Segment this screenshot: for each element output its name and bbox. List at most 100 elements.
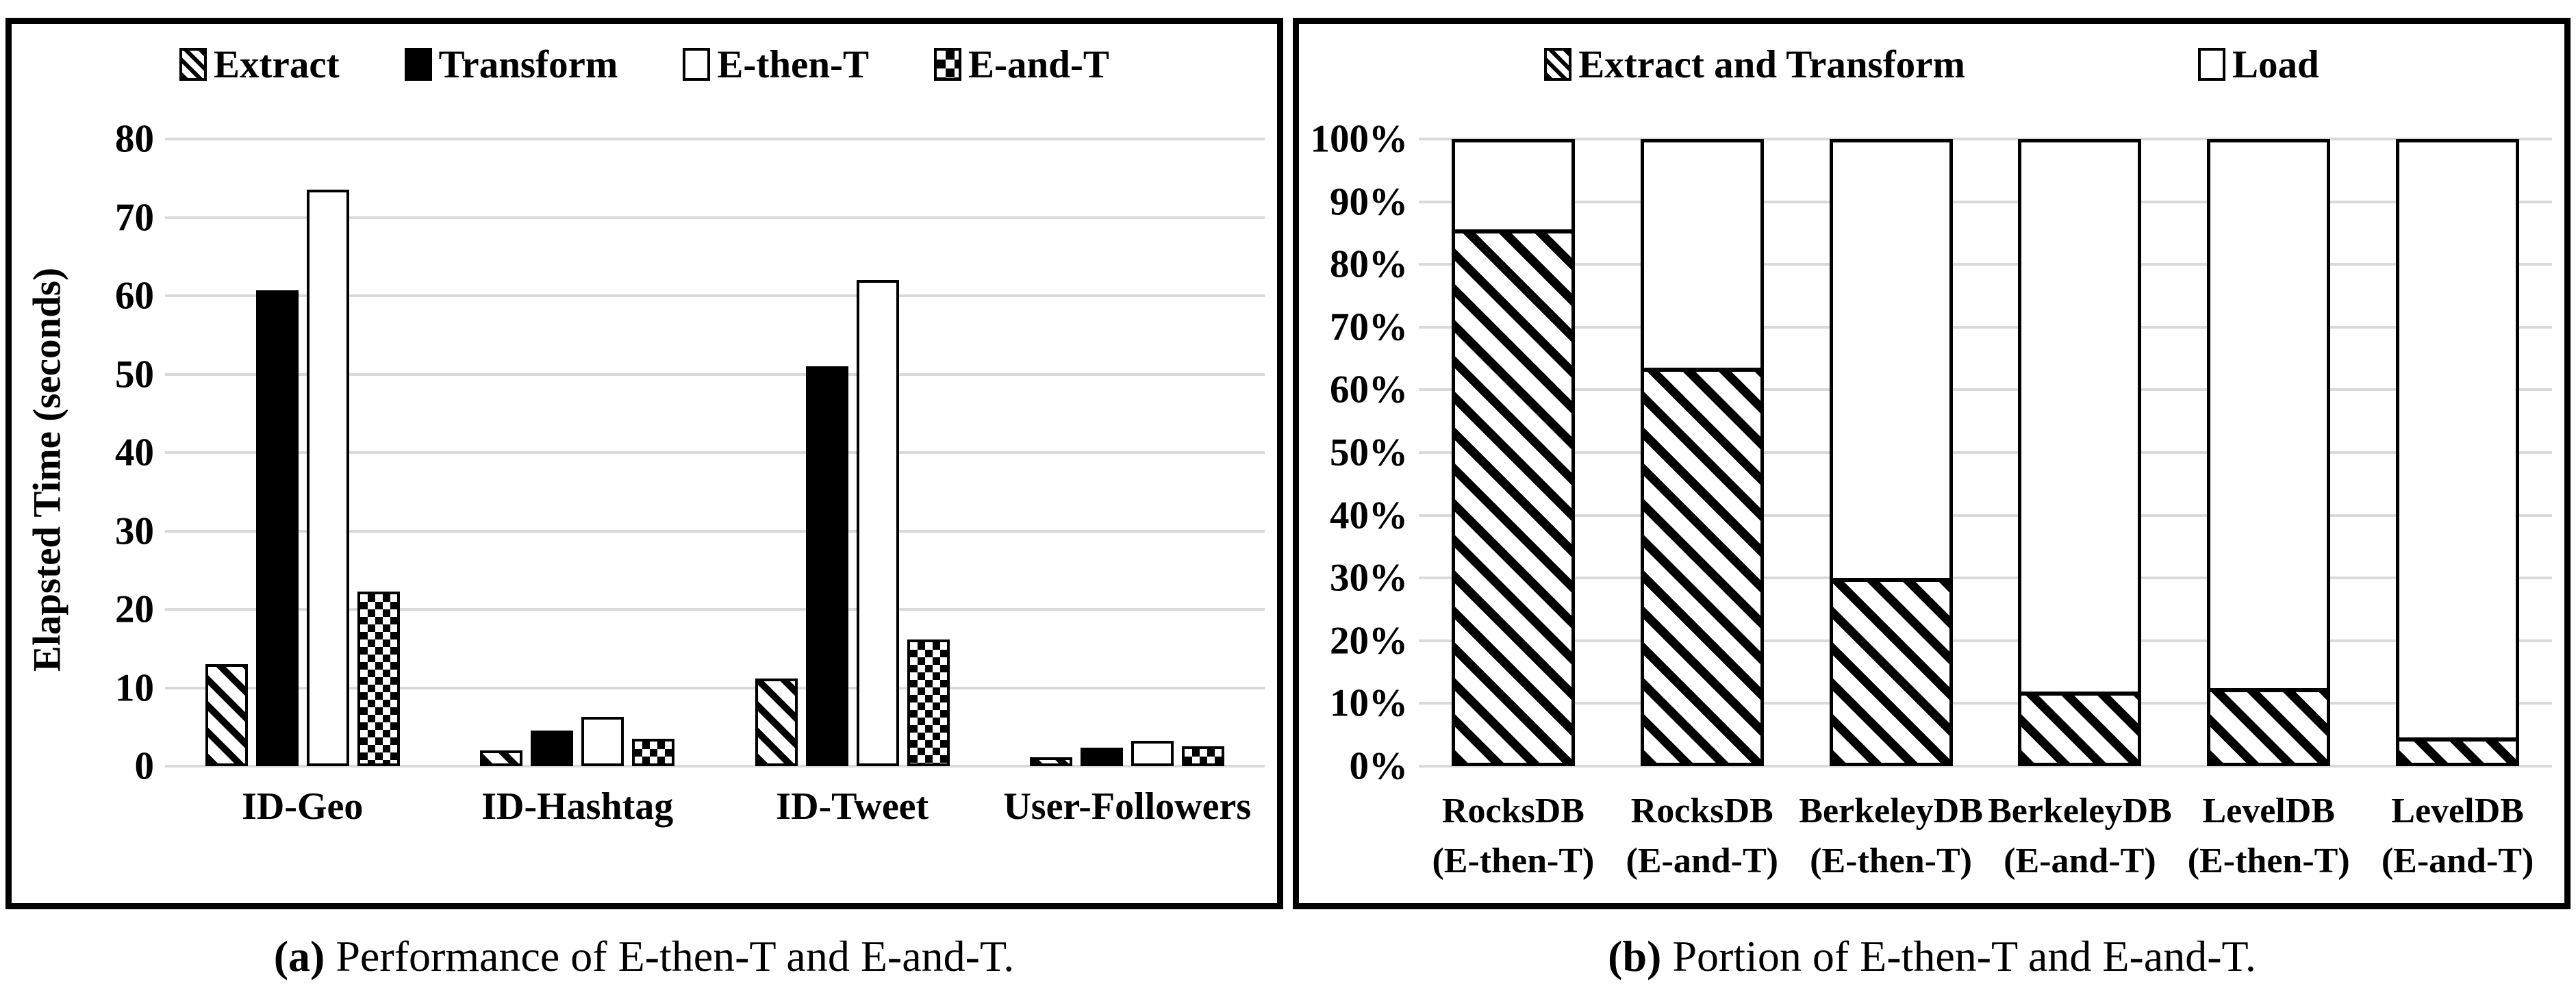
legend-item-transform: Transform — [404, 42, 618, 86]
x-axis-label-user-followers: User-Followers — [1003, 785, 1252, 828]
stacked-bar-leveldb-e-then-t — [2207, 139, 2331, 766]
x-axis-label-line1: RocksDB — [1441, 791, 1584, 831]
checker-legend-marker-icon — [934, 48, 962, 81]
y-tick-label-30: 30% — [1330, 556, 1408, 600]
x-axis-label-berkeleydb-e-and-t: BerkeleyDB (E-and-T) — [1985, 787, 2174, 887]
legend-label-e-and-t: E-and-T — [968, 42, 1109, 86]
x-axis-label-line2: (E-then-T) — [1810, 841, 1972, 880]
legend-label-extract: Extract — [214, 42, 340, 86]
y-tick-label-20: 20 — [115, 587, 154, 631]
legend-label-transform: Transform — [438, 42, 618, 86]
legend-item-e-then-t: E-then-T — [683, 45, 869, 84]
segment-extract-and-transform-berkeleydb-e-then-t — [1832, 578, 1949, 763]
bar-transform-id-geo — [255, 290, 299, 766]
x-axis-label-id-tweet: ID-Tweet — [776, 785, 929, 828]
segment-load-leveldb-e-then-t — [2210, 142, 2327, 695]
y-tick-label-100: 100% — [1310, 117, 1409, 161]
bar-extract-user-followers — [1030, 757, 1073, 766]
legend-label-load: Load — [2232, 42, 2319, 86]
gridline-100 — [1419, 138, 2552, 140]
stacked-bar-cell-berkeleydb-e-and-t — [1985, 118, 2174, 766]
gridline-90 — [1419, 200, 2552, 203]
chart-b-x-axis-labels: RocksDB (E-then-T) RocksDB (E-and-T) Berkele… — [1419, 787, 2552, 887]
x-axis-label-line2: (E-and-T) — [1626, 841, 1778, 880]
gridline-10 — [165, 686, 1265, 689]
chart-b-legend: Extract and Transform Load — [1299, 43, 2564, 86]
stacked-bar-cell-rocksdb-e-and-t — [1608, 118, 1797, 766]
x-axis-label-line2: (E-and-T) — [2381, 841, 2534, 880]
segment-load-rocksdb-e-and-t — [1643, 142, 1760, 375]
y-tick-label-0: 0% — [1349, 744, 1409, 788]
x-axis-label-line2: (E-and-T) — [2004, 841, 2156, 880]
x-axis-label-line1: RocksDB — [1630, 791, 1773, 831]
gridline-50 — [165, 372, 1265, 376]
bar-e-then-t-user-followers — [1131, 741, 1174, 766]
y-axis-label: Elapsted Time (seconds) — [25, 267, 69, 672]
stacked-bar-cell-berkeleydb-e-then-t — [1797, 118, 1986, 766]
legend-item-extract: Extract — [179, 45, 340, 84]
y-tick-label-40: 40% — [1330, 494, 1408, 537]
bar-extract-id-hashtag — [480, 750, 523, 766]
bar-transform-id-tweet — [805, 366, 848, 766]
bar-e-and-t-id-tweet — [907, 639, 950, 766]
segment-extract-and-transform-leveldb-e-and-t — [2399, 737, 2516, 763]
chart-b-bars — [1419, 118, 2552, 766]
caption-b-text: Portion of E-then-T and E-and-T. — [1672, 932, 2256, 980]
gridline-80 — [1419, 263, 2552, 266]
figure-captions: (a) Performance of E-then-T and E-and-T.… — [0, 932, 2576, 980]
bar-transform-user-followers — [1081, 748, 1124, 766]
y-tick-label-60: 60 — [115, 274, 154, 318]
chart-b-body: 0% 10% 20% 30% 40% 50% 60% 70% 80% 90% 100% RocksD… — [1299, 118, 2564, 887]
chart-a-plot-area — [165, 109, 1265, 768]
bar-extract-id-geo — [205, 664, 248, 766]
white-legend-marker-icon — [2197, 48, 2225, 81]
segment-extract-and-transform-leveldb-e-then-t — [2210, 688, 2327, 763]
x-axis-label-id-geo: ID-Geo — [242, 785, 364, 828]
hatch-legend-marker-icon — [179, 48, 207, 81]
segment-extract-and-transform-rocksdb-e-and-t — [1643, 368, 1760, 763]
x-axis-label-id-hashtag: ID-Hashtag — [481, 785, 674, 828]
bar-extract-id-tweet — [755, 679, 798, 766]
gridline-10 — [1419, 702, 2552, 705]
bar-e-then-t-id-tweet — [856, 280, 899, 766]
stacked-bar-cell-leveldb-e-then-t — [2174, 118, 2363, 766]
bar-e-then-t-id-hashtag — [581, 717, 624, 766]
gridline-0 — [1419, 765, 2552, 768]
x-axis-label-line1: BerkeleyDB — [1799, 791, 1983, 831]
gridline-20 — [165, 608, 1265, 611]
y-tick-label-0: 0 — [134, 744, 155, 788]
y-tick-label-50: 50 — [115, 353, 154, 396]
x-axis-label-line1: LevelDB — [2391, 791, 2524, 831]
chart-b-plot-area — [1419, 118, 2552, 768]
y-tick-label-80: 80% — [1330, 242, 1408, 286]
stacked-bar-cell-leveldb-e-and-t — [2363, 118, 2552, 766]
segment-load-leveldb-e-and-t — [2399, 142, 2516, 744]
y-tick-label-60: 60% — [1330, 368, 1408, 411]
stacked-bar-rocksdb-e-and-t — [1640, 139, 1764, 766]
solid-legend-marker-icon — [404, 48, 432, 81]
stacked-bar-berkeleydb-e-and-t — [2018, 139, 2142, 766]
bar-e-and-t-id-hashtag — [632, 739, 675, 766]
bar-group-id-tweet — [715, 109, 990, 766]
stacked-bar-rocksdb-e-then-t — [1451, 139, 1575, 766]
bar-e-and-t-user-followers — [1182, 746, 1225, 766]
y-tick-label-10: 10% — [1330, 681, 1408, 725]
chart-b-panel: Extract and Transform Load 0% 10% 20% 30% 40%… — [1293, 18, 2571, 909]
gridline-50 — [1419, 451, 2552, 454]
stacked-bar-cell-rocksdb-e-then-t — [1419, 118, 1608, 766]
caption-a-prefix: (a) — [273, 932, 325, 980]
chart-a-x-axis-labels: ID-Geo ID-Hashtag ID-Tweet User-Followers — [165, 784, 1265, 830]
segment-extract-and-transform-berkeleydb-e-and-t — [2021, 692, 2138, 763]
white-legend-marker-icon — [683, 48, 711, 81]
caption-b-prefix: (b) — [1608, 932, 1662, 980]
bar-transform-id-hashtag — [531, 731, 574, 766]
gridline-80 — [165, 138, 1265, 140]
y-tick-label-40: 40 — [115, 431, 154, 474]
bar-group-id-hashtag — [440, 109, 716, 766]
chart-a-y-tick-column: 0 10 20 30 40 50 60 70 80 — [83, 109, 165, 786]
legend-label-extract-and-transform: Extract and Transform — [1578, 42, 1965, 86]
segment-extract-and-transform-rocksdb-e-then-t — [1454, 229, 1571, 763]
bar-e-and-t-id-geo — [357, 592, 400, 766]
bar-group-id-geo — [165, 109, 440, 766]
gridline-60 — [1419, 388, 2552, 392]
